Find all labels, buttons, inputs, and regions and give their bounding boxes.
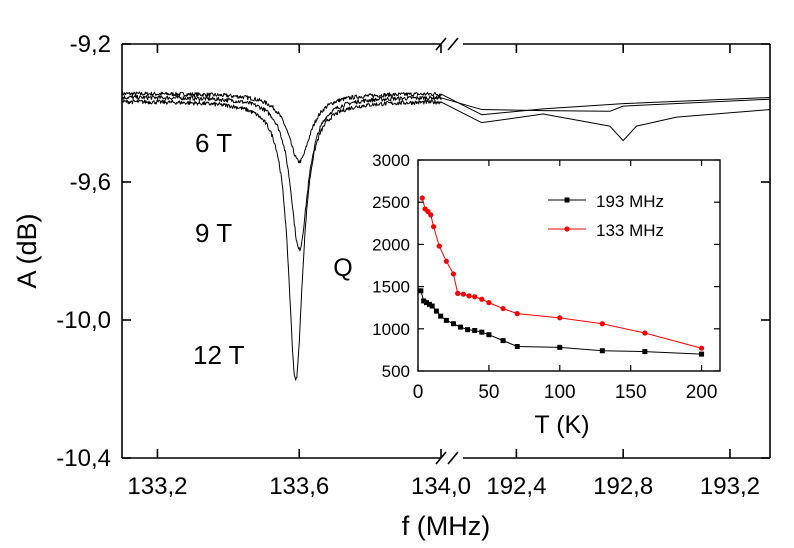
inset-y-tick-label: 1000 [372,320,410,339]
series-label-9t: 9 T [195,218,232,248]
inset-point-193mhz [479,329,485,335]
inset-chart: 0 50 100 150 200 500 1000 1500 2000 2500 3000 193 … [333,151,721,439]
inset-point-193mhz [599,348,605,354]
main-series-labels: 6 T 9 T 12 T [193,128,245,370]
inset-point-193mhz [557,344,563,350]
inset-point-133mhz [599,321,605,327]
x-tick-label: 193,2 [700,473,760,500]
inset-x-tick-label: 100 [544,382,576,403]
inset-point-193mhz [486,332,492,338]
inset-point-133mhz [486,300,492,306]
legend-label-133mhz: 133 MHz [596,221,664,240]
inset-x-axis-label: T (K) [534,411,589,439]
inset-point-133mhz [428,212,434,218]
inset-point-193mhz [450,321,456,327]
legend-marker-193mhz [564,197,570,203]
inset-y-tick-label: 500 [382,362,410,381]
inset-y-tick-label: 1500 [372,278,410,297]
series-trace-12t [121,99,771,381]
inset-point-193mhz [443,317,449,323]
main-x-axis-label: f (MHz) [402,511,490,541]
y-tick-label: -9,2 [70,31,111,58]
inset-point-193mhz [426,301,432,307]
x-tick-label: 134,0 [411,473,471,500]
inset-y-axis-label: Q [333,254,352,282]
series-trace-6t [121,91,771,164]
inset-y-tick-label: 2500 [372,193,410,212]
inset-point-133mhz [419,195,425,201]
inset-point-133mhz [514,311,520,317]
inset-point-133mhz [500,305,506,312]
inset-point-133mhz [450,271,457,277]
inset-x-tick-label: 0 [413,382,424,403]
inset-point-193mhz [514,344,520,350]
main-series-group [121,91,771,381]
inset-point-193mhz [465,327,471,333]
inset-point-193mhz [472,327,478,333]
series-label-12t: 12 T [193,340,245,370]
inset-point-133mhz [479,296,485,302]
inset-point-193mhz [418,288,424,294]
inset-point-133mhz [430,224,437,230]
y-tick-label: -10,4 [56,445,111,472]
inset-y-tick-label: 2000 [372,235,410,254]
inset-x-tick-label: 200 [686,382,718,403]
x-tick-label: 133,6 [269,473,329,500]
x-tick-label: 192,4 [486,473,546,500]
inset-point-193mhz [421,298,427,304]
inset-point-193mhz [438,313,444,319]
inset-point-193mhz [424,300,430,306]
inset-legend: 193 MHz 133 MHz [548,192,664,240]
inset-y-tick-label: 3000 [372,151,410,170]
inset-point-133mhz [642,330,648,336]
y-tick-label: -9,6 [70,169,111,196]
main-axis-ticks: 133,2 133,6 134,0 192,4 192,8 193,2 -9,2 -9,6 -1… [56,31,770,500]
legend-marker-133mhz [564,226,570,232]
inset-series-group [418,195,705,357]
main-plot-frame [121,37,771,465]
y-tick-label: -10,0 [56,307,111,334]
inset-axis-ticks: 0 50 100 150 200 500 1000 1500 2000 2500 3000 [372,151,720,403]
inset-x-tick-label: 50 [478,382,499,403]
x-tick-label: 133,2 [127,473,187,500]
legend-label-193mhz: 193 MHz [596,192,664,211]
inset-x-tick-label: 150 [615,382,647,403]
inset-point-133mhz [455,290,461,296]
inset-frame [417,159,721,372]
inset-point-133mhz [466,293,472,299]
inset-point-193mhz [500,338,506,344]
inset-point-133mhz [460,291,466,297]
inset-point-133mhz [443,258,449,264]
inset-point-193mhz [699,351,705,357]
series-label-6t: 6 T [195,128,232,158]
inset-point-193mhz [433,308,439,314]
inset-point-193mhz [458,324,464,330]
inset-point-133mhz [557,315,563,321]
inset-point-133mhz [698,345,705,351]
inset-point-133mhz [436,243,442,249]
x-tick-label: 192,8 [593,473,653,500]
inset-point-133mhz [472,294,478,300]
main-y-axis-label: A (dB) [12,213,42,288]
series-trace-9t [121,94,771,252]
inset-point-193mhz [642,349,648,355]
inset-point-193mhz [429,303,435,309]
